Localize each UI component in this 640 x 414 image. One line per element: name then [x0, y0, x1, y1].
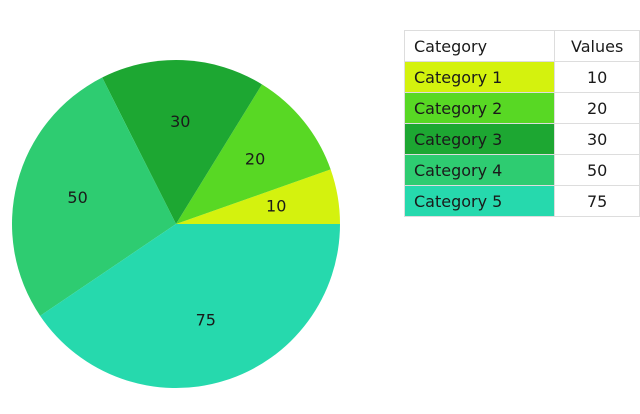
legend-row: Category 5 75 [403, 185, 640, 217]
legend-value-cell: 30 [554, 123, 640, 155]
pie-chart: 10 20 30 50 75 [11, 59, 340, 389]
pie-slice [176, 169, 340, 224]
legend-category-cell: Category 4 [403, 154, 556, 186]
slice-value-label: 75 [196, 311, 216, 330]
slice-value-label: 20 [245, 150, 265, 169]
legend-row: Category 4 50 [403, 154, 640, 186]
pie-slice [11, 77, 176, 316]
legend-category-cell: Category 3 [403, 123, 556, 155]
legend-value-cell: 10 [554, 61, 640, 93]
pie-slice [176, 84, 331, 225]
legend-table: Category Values Category 1 10 Category 2… [403, 30, 640, 217]
legend-row: Category 1 10 [403, 61, 640, 93]
slice-value-label: 50 [67, 188, 87, 207]
legend-category-cell: Category 1 [403, 61, 556, 93]
legend-category-cell: Category 2 [403, 92, 556, 124]
legend-category-cell: Category 5 [403, 185, 556, 217]
pie-slice [40, 224, 340, 389]
legend-row: Category 3 30 [403, 123, 640, 155]
pie-slice [102, 59, 262, 224]
category-header: Category [403, 30, 556, 62]
legend-value-cell: 50 [554, 154, 640, 186]
legend-value-cell: 75 [554, 185, 640, 217]
slice-value-label: 10 [266, 196, 286, 215]
legend-header-row: Category Values [403, 30, 640, 62]
values-header: Values [554, 30, 640, 62]
slice-value-label: 30 [170, 112, 190, 131]
legend-row: Category 2 20 [403, 92, 640, 124]
legend-value-cell: 20 [554, 92, 640, 124]
